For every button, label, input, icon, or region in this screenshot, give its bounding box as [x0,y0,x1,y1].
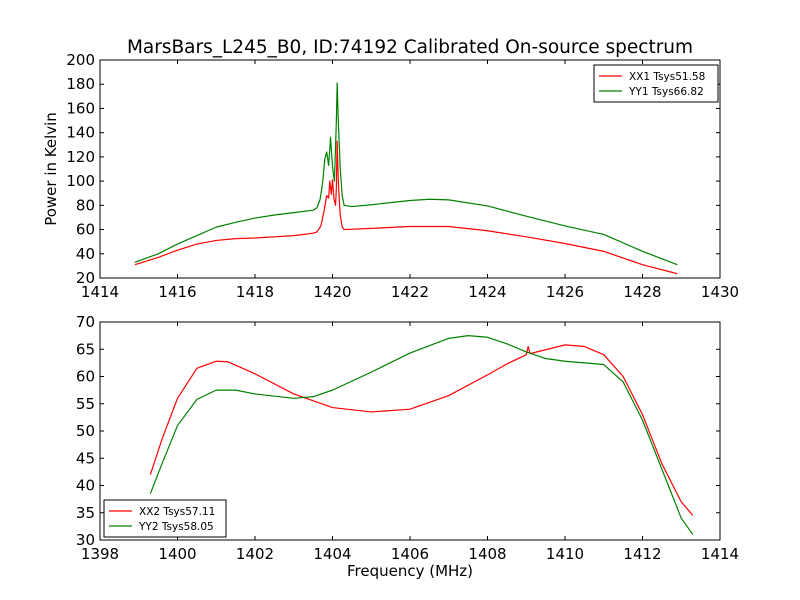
x-tick-label: 1412 [623,545,661,563]
y-tick-label: 60 [76,368,95,386]
x-tick-label: 1418 [236,283,274,301]
x-tick-label: 1424 [468,283,506,301]
x-tick-label: 1404 [313,545,351,563]
legend-box [593,64,719,103]
x-tick-label: 1402 [236,545,274,563]
y-tick-label: 100 [66,172,95,190]
x-tick-label: 1428 [623,283,661,301]
series-line-yy1 [134,82,678,266]
y-tick-label: 60 [76,221,95,239]
figure-title: MarsBars_L245_B0, ID:74192 Calibrated On… [127,37,693,58]
y-tick-label: 40 [76,245,95,263]
x-tick-label: 1406 [391,545,429,563]
series-line-yy2 [149,335,694,535]
y-tick-label: 30 [76,531,95,549]
x-tick-label: 1400 [158,545,196,563]
y-tick-label: 55 [76,395,95,413]
series-line-xx2 [149,344,694,516]
y-tick-label: 180 [66,75,95,93]
y-tick-label: 40 [76,477,95,495]
y-tick-label: 70 [76,313,95,331]
series-line-xx1 [134,140,678,275]
legend-label: XX1 Tsys51.58 [629,71,705,83]
y-axis-label: Power in Kelvin [42,112,60,226]
legend: XX2 Tsys57.11 YY2 Tsys58.05 [103,499,227,538]
x-axis-label: Frequency (MHz) [347,562,473,580]
x-tick-label: 1416 [158,283,196,301]
y-tick-label: 120 [66,148,95,166]
y-tick-label: 50 [76,422,95,440]
y-tick-label: 160 [66,99,95,117]
x-tick-label: 1414 [701,545,739,563]
y-tick-label: 20 [76,269,95,287]
x-tick-label: 1398 [81,545,119,563]
legend-label: YY1 Tsys66.82 [628,86,704,98]
y-tick-label: 140 [66,124,95,142]
top-panel-xx1-yy1: 1414 1416 1418 1420 1422 1424 1426 1428 1430 20 40… [42,51,739,301]
y-tick-label: 35 [76,504,95,522]
legend-label: YY2 Tsys58.05 [138,521,214,533]
legend-label: XX2 Tsys57.11 [139,506,215,518]
x-tick-label: 1422 [391,283,429,301]
x-tick-label: 1430 [701,283,739,301]
x-tick-label: 1408 [468,545,506,563]
x-tick-label: 1426 [546,283,584,301]
x-tick-label: 1414 [81,283,119,301]
y-tick-label: 80 [76,196,95,214]
bottom-panel-xx2-yy2: 1398 1400 1402 1404 1406 1408 1410 1412 1414 30 35… [76,313,739,580]
y-tick-label: 45 [76,449,95,467]
x-tick-label: 1410 [546,545,584,563]
x-tick-label: 1420 [313,283,351,301]
legend: XX1 Tsys51.58 YY1 Tsys66.82 [593,64,719,103]
legend-box [103,499,227,538]
y-tick-label: 200 [66,51,95,69]
y-tick-label: 65 [76,340,95,358]
